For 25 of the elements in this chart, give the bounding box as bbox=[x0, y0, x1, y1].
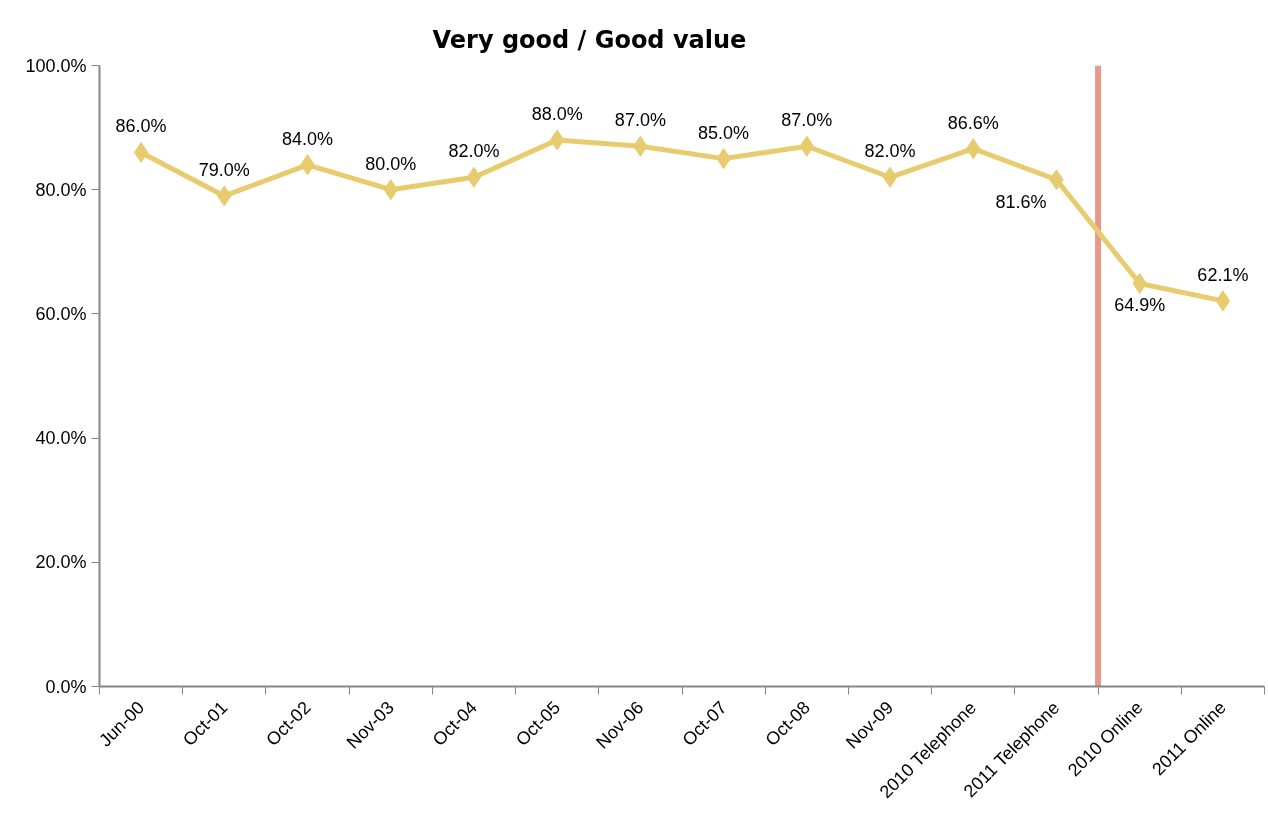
point bbox=[882, 166, 898, 188]
y-tick-label: 100.0% bbox=[25, 55, 87, 76]
data-label: 82.0% bbox=[864, 141, 916, 162]
chart-title: Very good / Good value bbox=[432, 25, 747, 54]
point bbox=[466, 166, 482, 188]
y-tick-label: 40.0% bbox=[35, 428, 87, 449]
data-label: 87.0% bbox=[781, 110, 833, 131]
data-label: 88.0% bbox=[531, 104, 583, 125]
data-label: 81.6% bbox=[995, 191, 1047, 212]
point bbox=[1215, 290, 1231, 312]
data-label: 86.0% bbox=[115, 116, 167, 137]
data-label: 82.0% bbox=[448, 141, 500, 162]
y-tick-label: 80.0% bbox=[35, 179, 87, 200]
y-tick-label: 20.0% bbox=[35, 552, 87, 573]
data-label: 80.0% bbox=[365, 153, 417, 174]
data-label: 84.0% bbox=[282, 128, 334, 149]
data-label: 85.0% bbox=[698, 122, 750, 143]
data-label: 64.9% bbox=[1114, 295, 1166, 316]
data-label: 62.1% bbox=[1197, 264, 1249, 285]
point bbox=[133, 141, 149, 163]
y-tick-label: 60.0% bbox=[35, 303, 87, 324]
data-label: 87.0% bbox=[614, 110, 666, 131]
y-tick-label: 0.0% bbox=[45, 676, 87, 697]
data-label: 79.0% bbox=[198, 159, 250, 180]
data-label: 86.6% bbox=[947, 112, 999, 133]
